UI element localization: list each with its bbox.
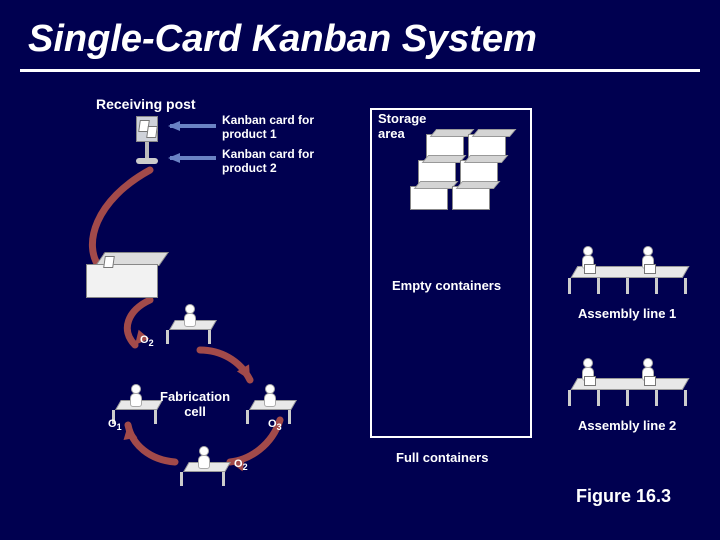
- empty-container-bin: [86, 252, 172, 300]
- operation-o3-label: O3: [268, 418, 282, 432]
- receiving-post-label: Receiving post: [96, 96, 196, 112]
- figure-number-label: Figure 16.3: [576, 486, 671, 507]
- storage-flow-region: [370, 108, 532, 438]
- kanban-card-2-label: Kanban card forproduct 2: [222, 148, 314, 176]
- operation-o2-top-label: O2: [140, 334, 154, 348]
- assembly-line-1: [562, 246, 690, 290]
- assembly-line-1-label: Assembly line 1: [578, 306, 676, 321]
- assembly-line-2-label: Assembly line 2: [578, 418, 676, 433]
- assembly-line-2: [562, 358, 690, 402]
- storage-area-label: Storagearea: [378, 112, 426, 142]
- fabrication-workstation-4: [176, 448, 232, 484]
- fabrication-workstation-2: [108, 386, 164, 422]
- operation-o2-bottom-label: O2: [234, 458, 248, 472]
- full-containers-label: Full containers: [396, 450, 488, 465]
- fabrication-workstation-3: [242, 386, 298, 422]
- kanban-card-1-label: Kanban card forproduct 1: [222, 114, 314, 142]
- fabrication-workstation-1: [162, 306, 218, 342]
- fabrication-cell-label: Fabricationcell: [160, 390, 230, 420]
- operation-o1-label: O1: [108, 418, 122, 432]
- receiving-post: [132, 116, 166, 166]
- empty-containers-label: Empty containers: [392, 278, 501, 293]
